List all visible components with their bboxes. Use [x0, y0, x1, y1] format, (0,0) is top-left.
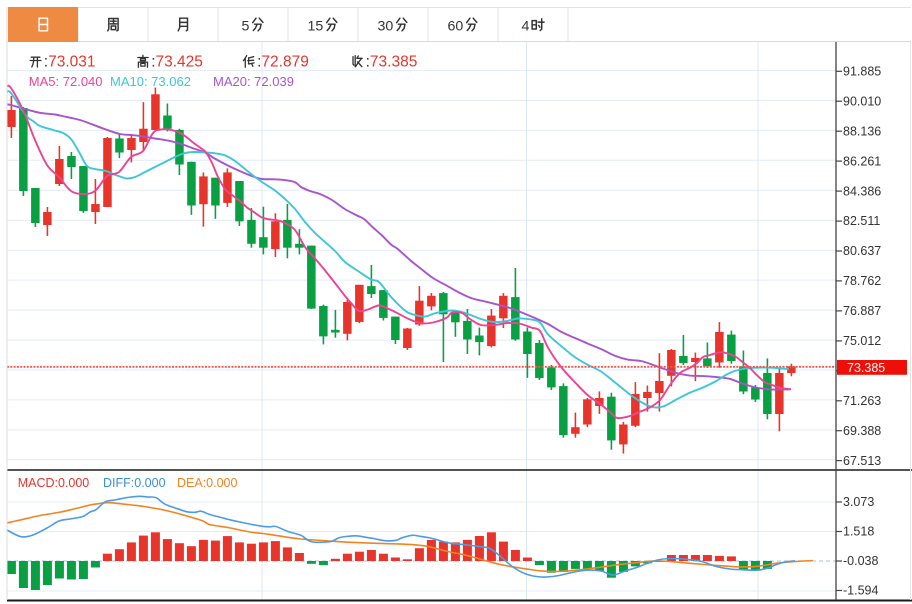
svg-text:69.388: 69.388: [843, 424, 881, 438]
svg-text:MACD:0.000: MACD:0.000: [18, 476, 90, 490]
svg-text:-0.038: -0.038: [843, 554, 878, 568]
svg-text:4: 4: [522, 19, 530, 35]
svg-text:71.263: 71.263: [843, 394, 881, 408]
svg-text:80.637: 80.637: [843, 244, 881, 258]
svg-text:90.010: 90.010: [843, 95, 881, 109]
svg-text:1.518: 1.518: [843, 525, 874, 539]
svg-text::73.425: :73.425: [151, 54, 203, 71]
svg-text:76.887: 76.887: [843, 304, 881, 318]
svg-text:60: 60: [448, 19, 464, 35]
svg-text::73.385: :73.385: [366, 54, 418, 71]
svg-text:86.261: 86.261: [843, 154, 881, 168]
svg-text:78.762: 78.762: [843, 274, 881, 288]
svg-text:DIFF:0.000: DIFF:0.000: [103, 476, 166, 490]
svg-text::73.031: :73.031: [44, 54, 96, 71]
svg-text:73.385: 73.385: [847, 361, 885, 375]
svg-text:15: 15: [308, 19, 324, 35]
svg-text:84.386: 84.386: [843, 184, 881, 198]
svg-text:MA20: 72.039: MA20: 72.039: [213, 74, 294, 89]
svg-text:67.513: 67.513: [843, 454, 881, 468]
svg-text:MA5: 72.040: MA5: 72.040: [29, 74, 103, 89]
svg-text:88.136: 88.136: [843, 124, 881, 138]
svg-text:30: 30: [378, 19, 394, 35]
svg-text::72.879: :72.879: [257, 54, 309, 71]
svg-text:75.012: 75.012: [843, 334, 881, 348]
svg-text:3.073: 3.073: [843, 495, 874, 509]
svg-text:MA10: 73.062: MA10: 73.062: [110, 74, 191, 89]
svg-text:91.885: 91.885: [843, 65, 881, 79]
svg-text:82.511: 82.511: [843, 214, 880, 228]
svg-text:5: 5: [242, 19, 250, 35]
svg-text:-1.594: -1.594: [843, 584, 878, 598]
svg-text:DEA:0.000: DEA:0.000: [177, 476, 238, 490]
